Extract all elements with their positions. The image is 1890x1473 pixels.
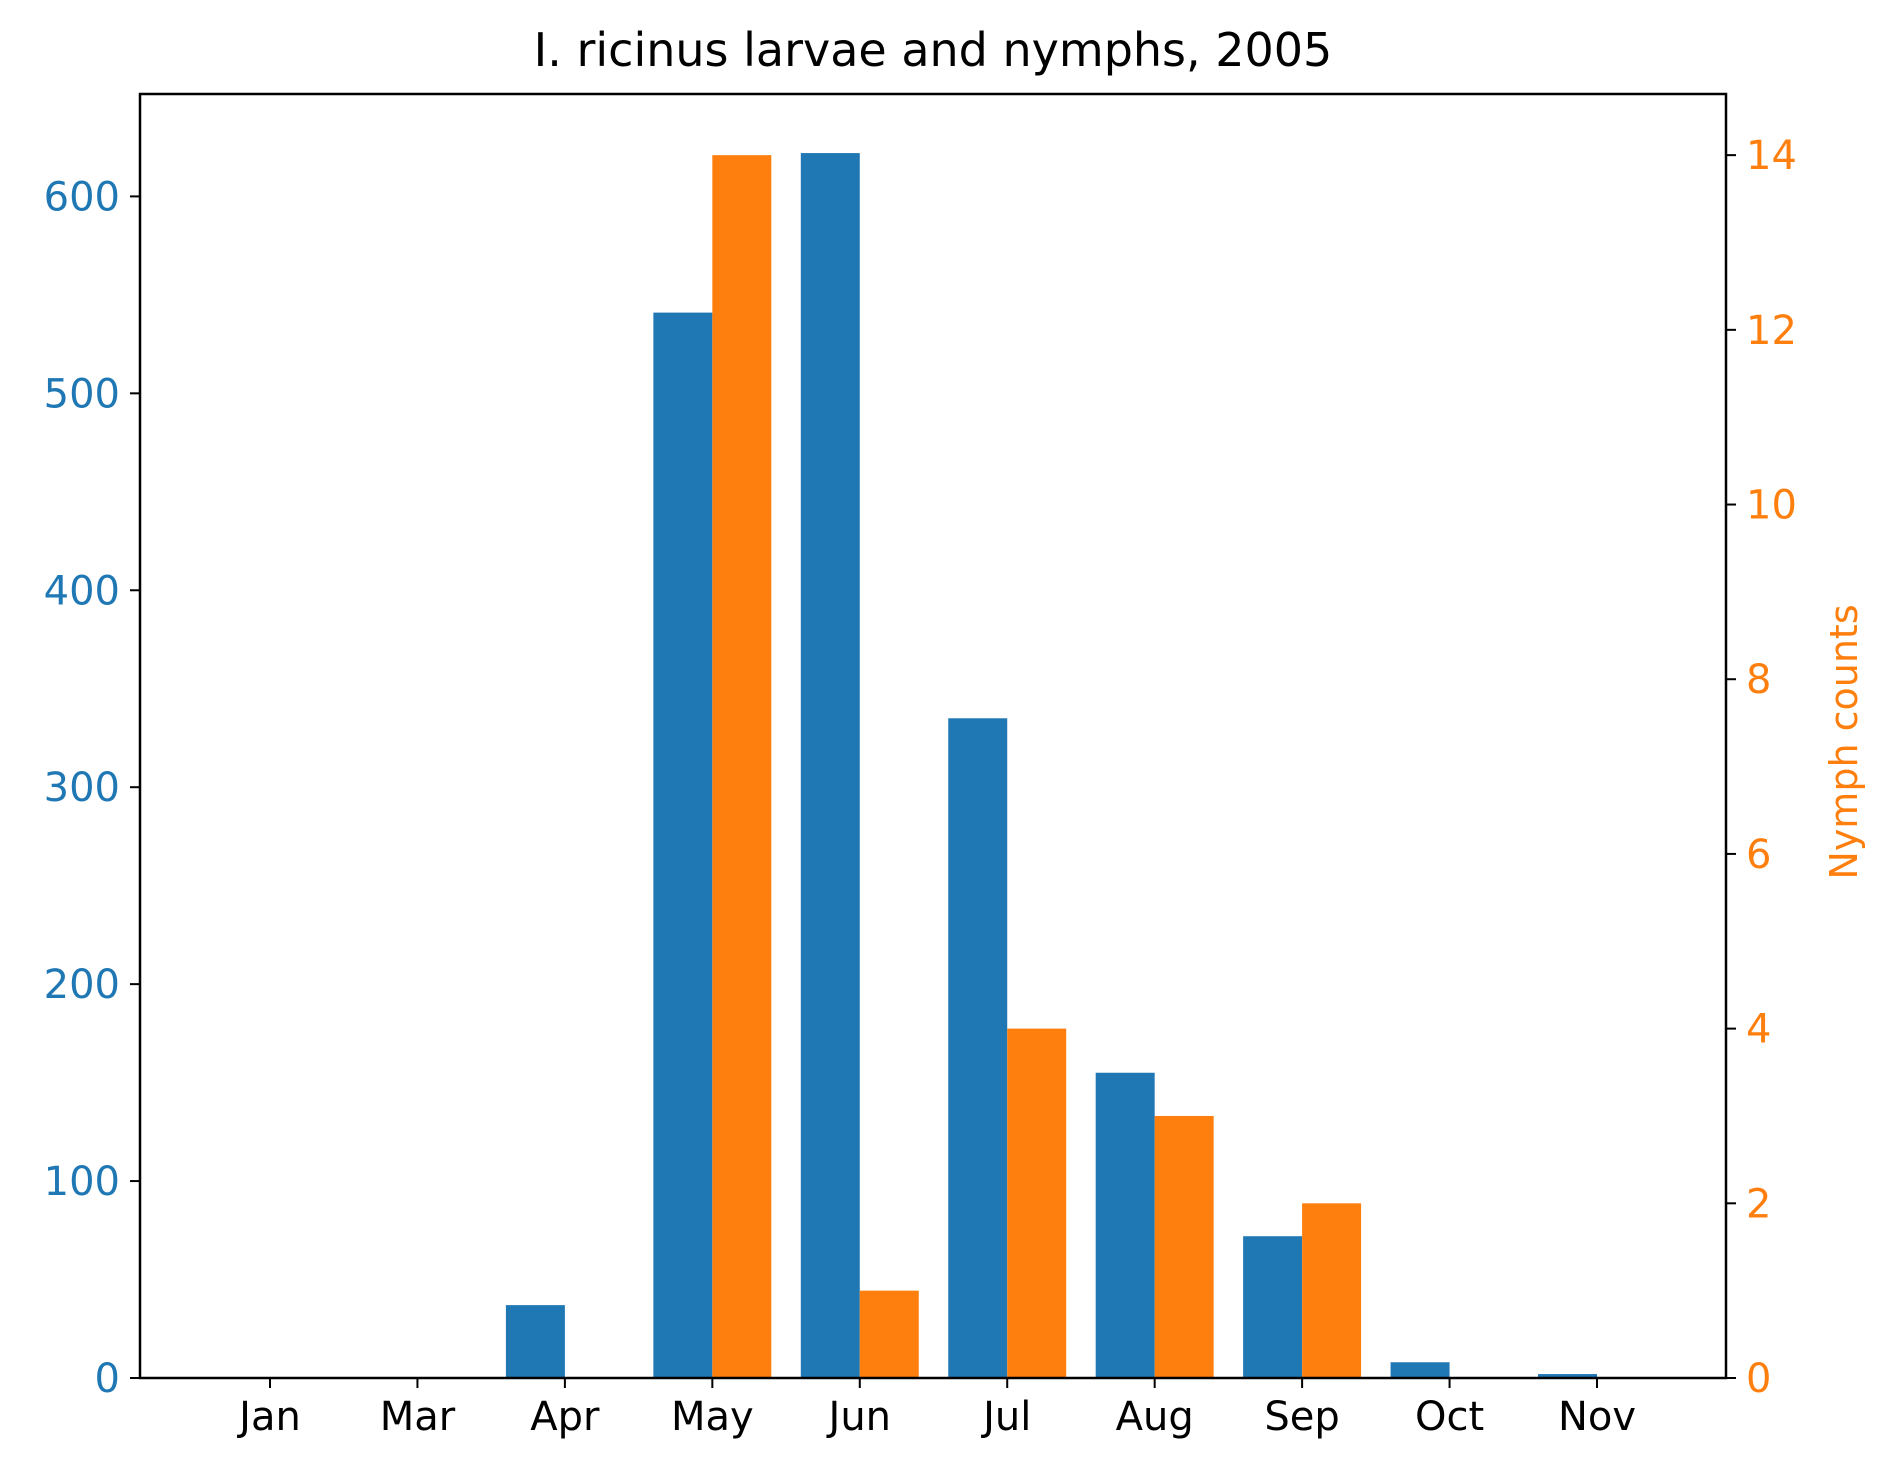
right-tick-label-14: 14 <box>1746 133 1797 179</box>
x-tick-label-nov: Nov <box>1558 1394 1636 1440</box>
left-tick-label-500: 500 <box>44 371 120 417</box>
bar-larvae-jul <box>948 718 1008 1378</box>
axes-layer: Jan Mar Apr May Jun Jul Aug Sep Oct Nov0100200300… <box>44 92 1797 1440</box>
right-tick-label-12: 12 <box>1746 308 1797 354</box>
x-tick-label-apr: Apr <box>530 1394 600 1440</box>
left-tick-label-400: 400 <box>44 568 120 614</box>
x-tick-label-jun: Jun <box>826 1394 892 1440</box>
bar-larvae-apr <box>505 1305 565 1378</box>
right-tick-label-4: 4 <box>1746 1007 1771 1053</box>
right-tick-label-2: 2 <box>1746 1181 1771 1227</box>
plot-frame <box>138 92 1728 1380</box>
bar-larvae-oct <box>1390 1362 1450 1378</box>
chart-title: I. ricinus larvae and nymphs, 2005 <box>534 23 1333 77</box>
bar-larvae-may <box>653 312 713 1379</box>
bar-larvae-sep <box>1243 1236 1303 1378</box>
left-tick-label-100: 100 <box>44 1159 120 1205</box>
x-tick-label-may: May <box>671 1394 754 1440</box>
right-axis-label: Nymph counts <box>1822 604 1866 879</box>
x-tick-label-jul: Jul <box>980 1394 1031 1440</box>
left-tick-label-300: 300 <box>44 765 120 811</box>
bar-larvae-nov <box>1538 1374 1597 1378</box>
bar-larvae-jun <box>800 153 860 1379</box>
bar-nymphs-aug <box>1154 1115 1214 1378</box>
bars-layer <box>505 153 1597 1379</box>
right-tick-label-8: 8 <box>1746 657 1771 703</box>
right-tick-label-0: 0 <box>1746 1356 1771 1402</box>
x-tick-label-sep: Sep <box>1264 1394 1339 1440</box>
bar-nymphs-jul <box>1007 1028 1067 1378</box>
right-tick-label-10: 10 <box>1746 483 1797 529</box>
bar-nymphs-jun <box>859 1290 919 1378</box>
right-tick-label-6: 6 <box>1746 832 1771 878</box>
x-tick-label-aug: Aug <box>1116 1394 1194 1440</box>
bar-nymphs-sep <box>1302 1203 1362 1378</box>
x-tick-label-jan: Jan <box>236 1394 301 1440</box>
left-tick-label-600: 600 <box>44 174 120 220</box>
x-tick-label-mar: Mar <box>380 1394 456 1440</box>
left-tick-label-200: 200 <box>44 962 120 1008</box>
bar-larvae-aug <box>1095 1072 1155 1378</box>
bar-nymphs-may <box>712 155 772 1378</box>
left-tick-label-0: 0 <box>95 1356 120 1402</box>
x-tick-label-oct: Oct <box>1415 1394 1484 1440</box>
